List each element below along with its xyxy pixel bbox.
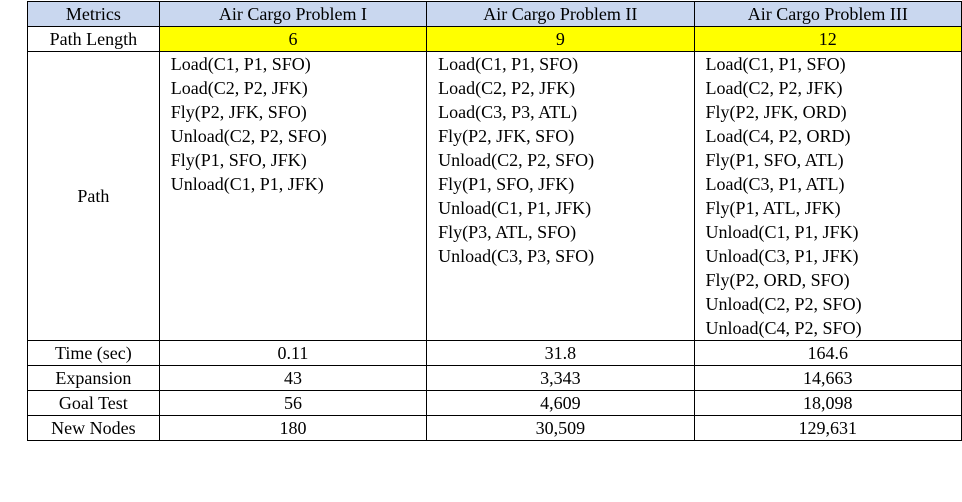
path-step: Unload(C3, P3, SFO) <box>438 246 595 266</box>
new-nodes-problem-1: 180 <box>158 415 428 441</box>
path-step: Load(C1, P1, SFO) <box>438 54 579 74</box>
expansion-label: Expansion <box>27 365 160 391</box>
goal-test-problem-3: 18,098 <box>693 390 962 416</box>
path-length-row: Path Length 6 9 12 <box>27 26 962 52</box>
path-row: Path Load(C1, P1, SFO) Load(C2, P2, JFK) F… <box>27 51 962 341</box>
path-length-label: Path Length <box>27 26 160 52</box>
path-step: Load(C1, P1, SFO) <box>170 54 311 74</box>
path-step: Unload(C3, P1, JFK) <box>705 246 859 266</box>
path-step: Unload(C2, P2, SFO) <box>170 126 327 146</box>
header-problem-2: Air Cargo Problem II <box>426 1 695 27</box>
path-step: Fly(P2, JFK, ORD) <box>705 102 847 122</box>
path-label: Path <box>27 51 160 341</box>
path-step: Unload(C4, P2, SFO) <box>705 318 862 338</box>
goal-test-row: Goal Test 56 4,609 18,098 <box>27 390 962 416</box>
header-metrics: Metrics <box>27 1 160 27</box>
time-problem-3: 164.6 <box>693 340 962 366</box>
expansion-problem-1: 43 <box>158 365 428 391</box>
path-step: Fly(P3, ATL, SFO) <box>438 222 577 242</box>
new-nodes-problem-2: 30,509 <box>426 415 695 441</box>
path-step: Load(C3, P3, ATL) <box>438 102 578 122</box>
time-label: Time (sec) <box>27 340 160 366</box>
path-step: Load(C2, P2, JFK) <box>170 78 308 98</box>
path-step: Load(C2, P2, JFK) <box>705 78 843 98</box>
path-step: Load(C1, P1, SFO) <box>705 54 846 74</box>
expansion-problem-2: 3,343 <box>426 365 695 391</box>
path-step: Unload(C1, P1, JFK) <box>705 222 859 242</box>
path-step: Load(C4, P2, ORD) <box>705 126 851 146</box>
path-step: Fly(P2, JFK, SFO) <box>438 126 575 146</box>
path-step: Unload(C1, P1, JFK) <box>438 198 592 218</box>
new-nodes-row: New Nodes 180 30,509 129,631 <box>27 415 962 441</box>
path-step: Fly(P1, SFO, ATL) <box>705 150 844 170</box>
time-problem-1: 0.11 <box>158 340 428 366</box>
header-problem-1: Air Cargo Problem I <box>158 1 428 27</box>
path-step: Unload(C2, P2, SFO) <box>705 294 862 314</box>
goal-test-problem-1: 56 <box>158 390 428 416</box>
header-row: Metrics Air Cargo Problem I Air Cargo Pr… <box>27 1 962 27</box>
path-step: Fly(P1, SFO, JFK) <box>170 150 307 170</box>
expansion-problem-3: 14,663 <box>693 365 962 391</box>
new-nodes-label: New Nodes <box>27 415 160 441</box>
header-problem-3: Air Cargo Problem III <box>693 1 962 27</box>
path-step: Unload(C1, P1, JFK) <box>170 174 324 194</box>
path-step: Load(C2, P2, JFK) <box>438 78 576 98</box>
time-problem-2: 31.8 <box>426 340 695 366</box>
goal-test-label: Goal Test <box>27 390 160 416</box>
path-step: Unload(C2, P2, SFO) <box>438 150 595 170</box>
path-length-problem-2: 9 <box>426 26 695 52</box>
path-length-problem-1: 6 <box>158 26 428 52</box>
results-table: Metrics Air Cargo Problem I Air Cargo Pr… <box>27 1 962 441</box>
path-step: Fly(P2, ORD, SFO) <box>705 270 850 290</box>
path-problem-1: Load(C1, P1, SFO) Load(C2, P2, JFK) Fly(P2… <box>158 51 428 341</box>
path-length-problem-3: 12 <box>693 26 962 52</box>
path-problem-3: Load(C1, P1, SFO) Load(C2, P2, JFK) Fly(P2… <box>693 51 962 341</box>
path-step: Fly(P1, SFO, JFK) <box>438 174 575 194</box>
new-nodes-problem-3: 129,631 <box>693 415 962 441</box>
expansion-row: Expansion 43 3,343 14,663 <box>27 365 962 391</box>
path-problem-2: Load(C1, P1, SFO) Load(C2, P2, JFK) Load(C… <box>426 51 695 341</box>
time-row: Time (sec) 0.11 31.8 164.6 <box>27 340 962 366</box>
goal-test-problem-2: 4,609 <box>426 390 695 416</box>
path-step: Load(C3, P1, ATL) <box>705 174 845 194</box>
path-step: Fly(P1, ATL, JFK) <box>705 198 841 218</box>
path-step: Fly(P2, JFK, SFO) <box>170 102 307 122</box>
